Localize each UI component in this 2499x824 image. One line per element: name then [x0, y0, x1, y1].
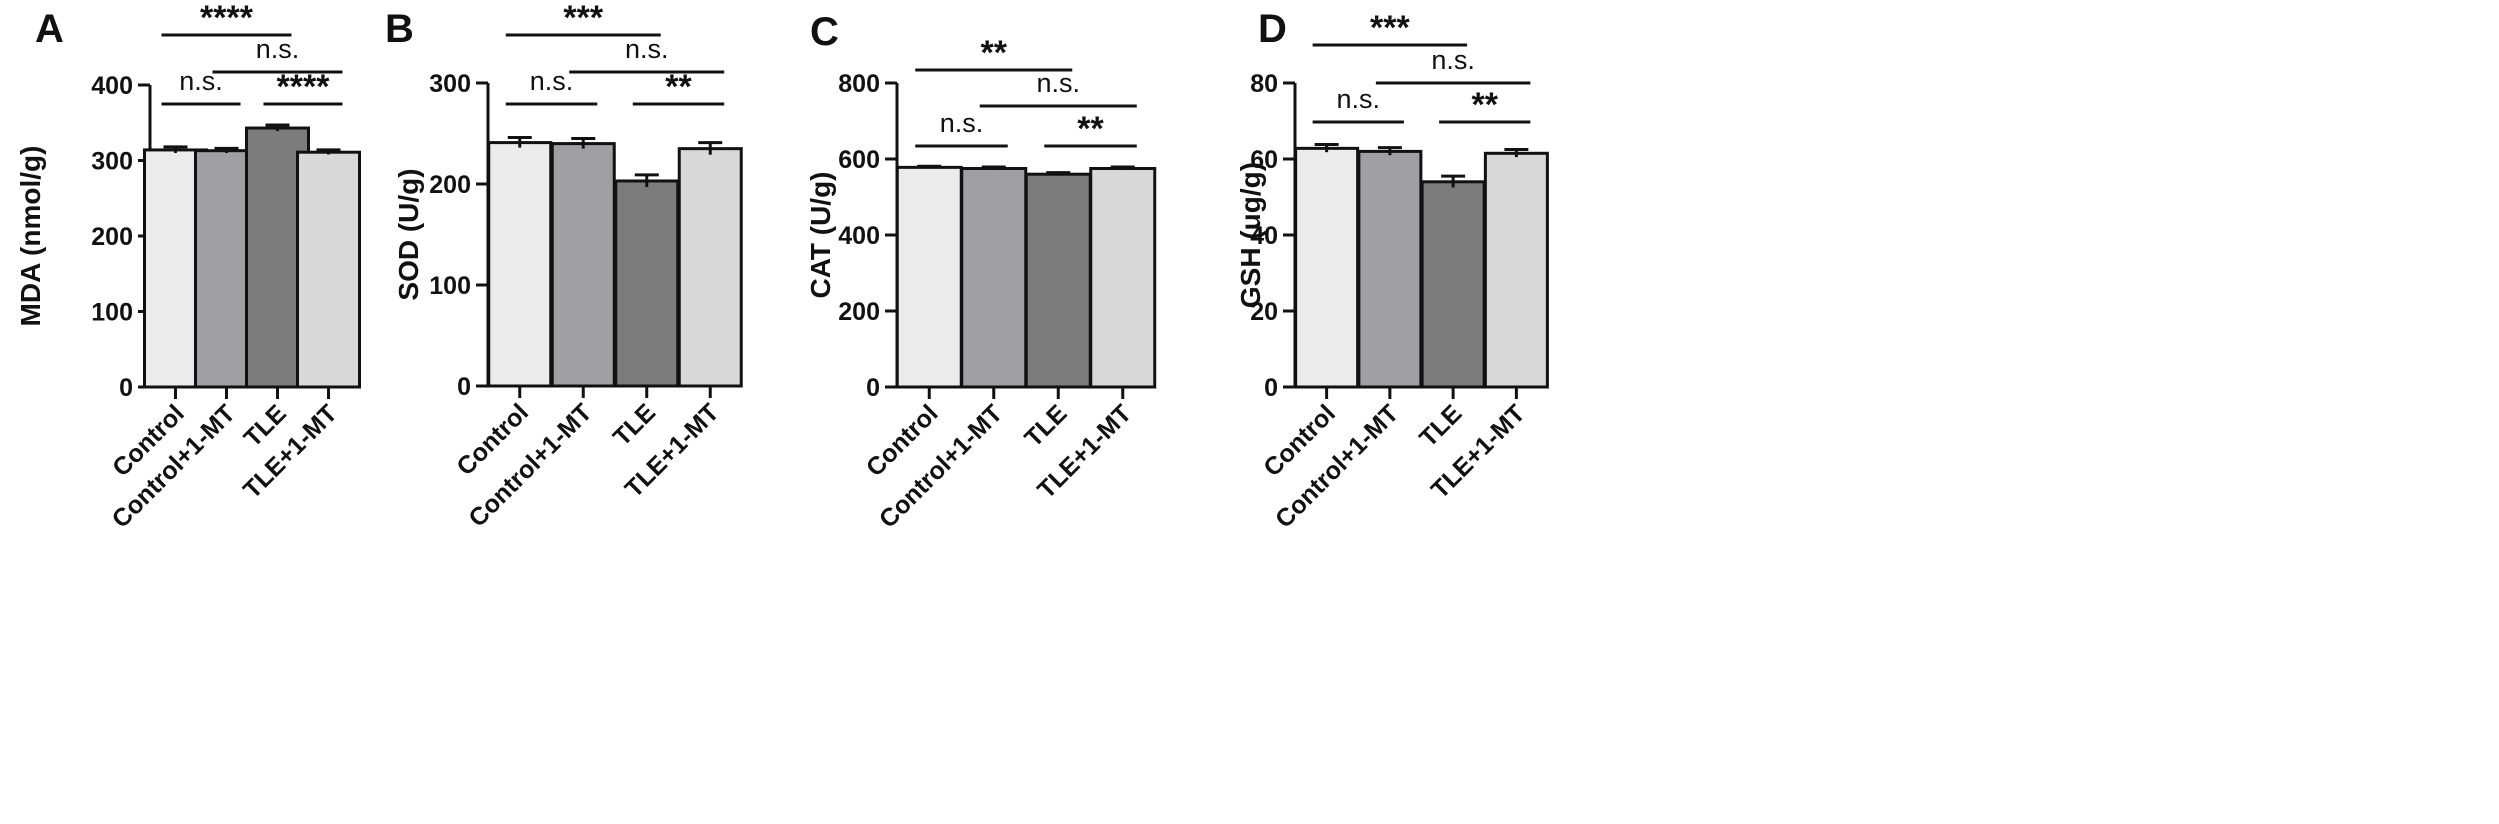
bar: [677, 147, 743, 388]
bar: [1357, 149, 1423, 389]
bar: [1483, 151, 1549, 389]
panel-letter: B: [385, 7, 414, 51]
x-tick-label: TLE+1-MT: [238, 399, 343, 504]
ns-label: n.s.: [625, 34, 669, 64]
bar: [296, 150, 361, 389]
y-tick-label: 60: [1250, 146, 1278, 174]
panel-letter: D: [1258, 7, 1287, 51]
y-tick-label: 200: [91, 223, 133, 251]
significance-label: **: [981, 34, 1008, 72]
y-axis-label: SOD (U/g): [393, 168, 424, 300]
y-axis-label: GSH (ug/g): [1235, 162, 1266, 308]
y-tick-label: 100: [91, 299, 133, 327]
y-tick-label: 200: [838, 298, 880, 326]
bar: [1024, 172, 1092, 389]
bar: [1420, 180, 1486, 389]
panel-letter: A: [35, 7, 64, 51]
ns-label: n.s.: [179, 66, 223, 96]
y-tick-label: 200: [429, 171, 471, 199]
y-tick-label: 40: [1250, 222, 1278, 250]
significance-label: **: [1472, 86, 1499, 124]
bar: [550, 142, 616, 388]
bar: [614, 179, 680, 388]
ns-label: n.s.: [940, 108, 984, 138]
ns-label: n.s.: [256, 34, 300, 64]
ns-label: n.s.: [530, 66, 574, 96]
x-tick-label: TLE: [1414, 399, 1467, 452]
y-axis-label: MDA (nmol/g): [15, 146, 46, 327]
y-tick-label: 300: [91, 148, 133, 176]
y-tick-label: 800: [838, 70, 880, 98]
significance-label: **: [665, 68, 692, 106]
y-tick-label: 300: [429, 70, 471, 98]
bar: [487, 141, 553, 388]
bar: [895, 165, 963, 389]
y-tick-label: 400: [91, 72, 133, 100]
significance-label: ****: [200, 0, 254, 37]
y-tick-label: 20: [1250, 298, 1278, 326]
ns-label: n.s.: [1431, 45, 1475, 75]
panel-letter: C: [810, 10, 839, 54]
x-tick-label: TLE: [1019, 399, 1072, 452]
y-tick-label: 600: [838, 146, 880, 174]
y-tick-label: 0: [457, 373, 471, 401]
y-tick-label: 0: [1264, 374, 1278, 402]
y-tick-label: 0: [866, 374, 880, 402]
bar: [1089, 167, 1157, 389]
y-tick-label: 400: [838, 222, 880, 250]
significance-label: ***: [1370, 9, 1410, 47]
significance-label: ***: [563, 0, 603, 37]
y-tick-label: 80: [1250, 70, 1278, 98]
y-axis-label: CAT (U/g): [805, 172, 836, 299]
y-tick-label: 100: [429, 272, 471, 300]
y-tick-label: 0: [119, 374, 133, 402]
x-tick-label: TLE: [608, 398, 661, 451]
significance-label: **: [1077, 110, 1104, 148]
ns-label: n.s.: [1336, 84, 1380, 114]
bar: [960, 167, 1028, 389]
significance-label: ****: [277, 68, 331, 106]
bar: [1294, 146, 1360, 389]
ns-label: n.s.: [1036, 68, 1080, 98]
